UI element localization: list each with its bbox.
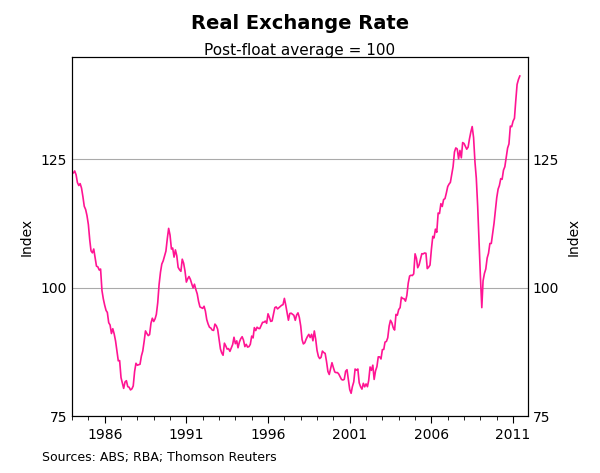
- Text: Sources: ABS; RBA; Thomson Reuters: Sources: ABS; RBA; Thomson Reuters: [42, 451, 277, 464]
- Y-axis label: Index: Index: [20, 218, 34, 255]
- Text: Post-float average = 100: Post-float average = 100: [205, 43, 395, 58]
- Y-axis label: Index: Index: [566, 218, 580, 255]
- Text: Real Exchange Rate: Real Exchange Rate: [191, 14, 409, 33]
